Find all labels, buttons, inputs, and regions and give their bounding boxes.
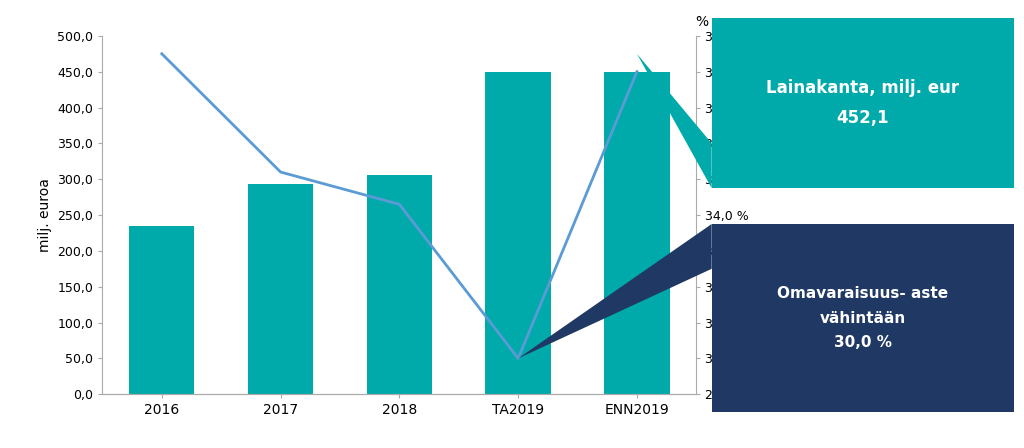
Bar: [129, 226, 195, 394]
Bar: [367, 175, 432, 394]
Y-axis label: %: %: [695, 15, 709, 29]
Bar: [485, 72, 551, 394]
Bar: [248, 184, 313, 394]
Bar: [604, 72, 670, 394]
Text: Lainakanta, milj. eur
452,1: Lainakanta, milj. eur 452,1: [766, 79, 959, 127]
Y-axis label: milj. euroa: milj. euroa: [38, 178, 52, 252]
Text: Omavaraisuus- aste
vähintään
30,0 %: Omavaraisuus- aste vähintään 30,0 %: [777, 286, 948, 350]
